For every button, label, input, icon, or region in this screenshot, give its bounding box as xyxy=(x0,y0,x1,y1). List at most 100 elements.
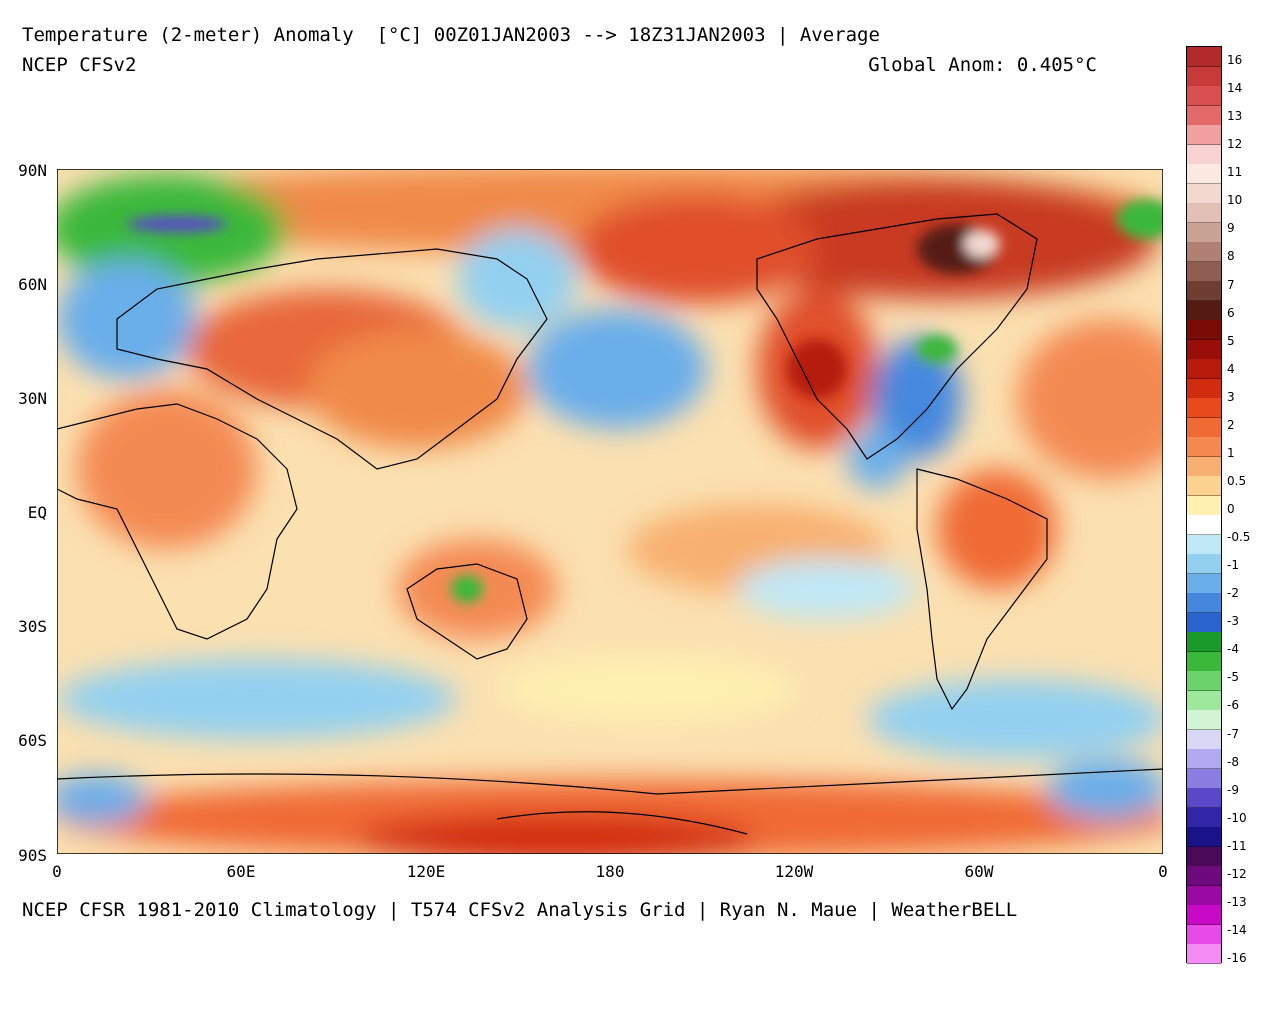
colorbar-label: 14 xyxy=(1227,81,1243,96)
colorbar-swatch xyxy=(1187,749,1221,770)
colorbar-label: -5 xyxy=(1227,670,1239,685)
colorbar-swatch xyxy=(1187,86,1221,107)
colorbar-label: 6 xyxy=(1227,305,1235,320)
colorbar-swatch xyxy=(1187,320,1221,341)
colorbar-label: 10 xyxy=(1227,193,1243,208)
colorbar-swatch xyxy=(1187,651,1221,672)
global-anomaly: Global Anom: 0.405°C xyxy=(868,54,1097,76)
colorbar-label: 2 xyxy=(1227,417,1235,432)
colorbar-swatch xyxy=(1187,66,1221,87)
colorbar-label: -11 xyxy=(1227,838,1247,853)
colorbar-label: 12 xyxy=(1227,137,1243,152)
colorbar-label: -3 xyxy=(1227,614,1239,629)
colorbar-swatch xyxy=(1187,495,1221,516)
colorbar-label: 5 xyxy=(1227,333,1235,348)
colorbar-swatch xyxy=(1187,242,1221,263)
lon-label: 180 xyxy=(595,862,625,881)
colorbar-label: 7 xyxy=(1227,277,1235,292)
colorbar-swatch xyxy=(1187,105,1221,126)
colorbar-swatch xyxy=(1187,632,1221,653)
lat-label: 30N xyxy=(18,389,47,408)
lat-label: 30S xyxy=(18,617,47,636)
colorbar-swatch xyxy=(1187,300,1221,321)
lat-label: 60N xyxy=(18,275,47,294)
colorbar-swatch xyxy=(1187,554,1221,575)
colorbar-swatch xyxy=(1187,359,1221,380)
map-title: Temperature (2-meter) Anomaly [°C] 00Z01… xyxy=(22,24,880,46)
lon-label: 60E xyxy=(226,862,256,881)
colorbar-swatch xyxy=(1187,339,1221,360)
colorbar-swatch xyxy=(1187,944,1221,965)
colorbar-swatch xyxy=(1187,534,1221,555)
colorbar-label: 16 xyxy=(1227,53,1243,67)
colorbar-swatch xyxy=(1187,885,1221,906)
colorbar-swatch xyxy=(1187,612,1221,633)
colorbar-label: -9 xyxy=(1227,782,1239,797)
colorbar-swatch xyxy=(1187,476,1221,497)
colorbar-swatch xyxy=(1187,125,1221,146)
colorbar-label: -2 xyxy=(1227,586,1239,601)
colorbar-swatch xyxy=(1187,729,1221,750)
colorbar-swatch xyxy=(1187,417,1221,438)
colorbar-swatch xyxy=(1187,866,1221,887)
colorbar-swatch xyxy=(1187,515,1221,536)
lat-label: 90S xyxy=(18,846,47,865)
colorbar-label: 0.5 xyxy=(1227,473,1247,488)
colorbar-swatch xyxy=(1187,261,1221,282)
colorbar-swatch xyxy=(1187,924,1221,945)
colorbar-swatch xyxy=(1187,807,1221,828)
colorbar-swatch xyxy=(1187,846,1221,867)
model-name: NCEP CFSv2 xyxy=(22,54,137,76)
anomaly-field-smooth xyxy=(57,169,1163,854)
colorbar-swatch xyxy=(1187,456,1221,477)
lat-label: 60S xyxy=(18,731,47,750)
lon-label: 60W xyxy=(964,862,994,881)
colorbar-label: 13 xyxy=(1227,109,1243,124)
colorbar-label: -10 xyxy=(1227,810,1247,825)
colorbar-label: -4 xyxy=(1227,642,1239,657)
colorbar-label: 3 xyxy=(1227,389,1235,404)
colorbar-swatch xyxy=(1187,768,1221,789)
colorbar-label: -12 xyxy=(1227,866,1247,881)
colorbar-label: -8 xyxy=(1227,754,1239,769)
lon-label: 0 xyxy=(52,862,62,881)
temperature-anomaly-map xyxy=(57,169,1163,854)
colorbar-swatch xyxy=(1187,437,1221,458)
colorbar-label: 9 xyxy=(1227,221,1235,236)
colorbar-label: -6 xyxy=(1227,698,1239,713)
colorbar-swatch xyxy=(1187,905,1221,926)
lat-label: EQ xyxy=(27,503,47,522)
lon-label: 120W xyxy=(774,862,814,881)
colorbar-label: -0.5 xyxy=(1227,530,1251,545)
colorbar-swatch xyxy=(1187,222,1221,243)
coastlines xyxy=(57,213,1163,835)
colorbar-swatch xyxy=(1187,378,1221,399)
colorbar-swatch xyxy=(1187,203,1221,224)
colorbar-swatch xyxy=(1187,281,1221,302)
colorbar-swatch xyxy=(1187,690,1221,711)
lon-label: 120E xyxy=(406,862,446,881)
colorbar-swatch xyxy=(1187,573,1221,594)
colorbar-swatch xyxy=(1187,671,1221,692)
colorbar-label: 8 xyxy=(1227,249,1235,264)
colorbar-label: 0 xyxy=(1227,502,1235,516)
colorbar-label: 1 xyxy=(1227,445,1235,460)
colorbar-label: -16 xyxy=(1227,951,1247,965)
colorbar xyxy=(1186,46,1222,965)
colorbar-swatch xyxy=(1187,183,1221,204)
colorbar-swatch xyxy=(1187,47,1221,67)
lon-label: 0 xyxy=(1158,862,1168,881)
colorbar-label: 11 xyxy=(1227,165,1243,180)
colorbar-label: 4 xyxy=(1227,361,1235,376)
colorbar-swatch xyxy=(1187,827,1221,848)
lat-label: 90N xyxy=(18,161,47,180)
anomaly-field-detail xyxy=(127,199,1163,603)
colorbar-swatch xyxy=(1187,144,1221,165)
colorbar-swatch xyxy=(1187,593,1221,614)
colorbar-swatch xyxy=(1187,710,1221,731)
colorbar-swatch xyxy=(1187,788,1221,809)
colorbar-label: -1 xyxy=(1227,558,1239,573)
colorbar-label: -13 xyxy=(1227,894,1247,909)
colorbar-label: -14 xyxy=(1227,922,1247,937)
colorbar-label: -7 xyxy=(1227,726,1239,741)
